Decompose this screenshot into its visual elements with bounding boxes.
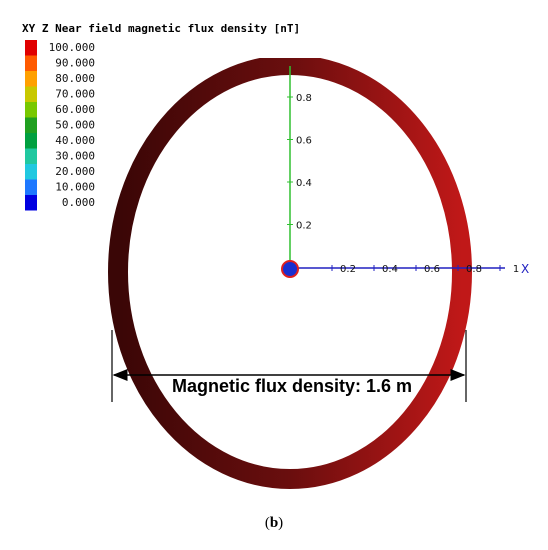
x-axis-name: X (521, 262, 529, 276)
x-tick-label: 0.8 (466, 264, 482, 275)
legend-label: 0.000 (62, 196, 95, 209)
legend-label: 40.000 (55, 134, 95, 147)
ring (108, 58, 472, 489)
legend-label: 100.000 (49, 41, 95, 54)
legend-swatch (25, 133, 37, 149)
x-tick-label: 0.4 (382, 264, 398, 275)
legend-swatch (25, 117, 37, 133)
legend-title: XY Z Near field magnetic flux density [n… (22, 22, 300, 35)
legend-label: 50.000 (55, 119, 95, 132)
legend-label: 20.000 (55, 165, 95, 178)
legend-swatch (25, 195, 37, 211)
legend-swatch (25, 164, 37, 180)
legend-label: 70.000 (55, 88, 95, 101)
legend-label: 30.000 (55, 150, 95, 163)
legend-swatch (25, 86, 37, 102)
annotation: Magnetic flux density: 1.6 m (172, 376, 412, 396)
legend-swatch (25, 148, 37, 164)
legend-label: 90.000 (55, 57, 95, 70)
caption-open: ( (265, 515, 270, 531)
x-tick-label: 0.2 (340, 264, 356, 275)
y-tick-label: 0.2 (296, 221, 312, 232)
legend-label: 60.000 (55, 103, 95, 116)
caption-letter: b (270, 515, 278, 531)
legend-swatch (25, 40, 37, 56)
y-tick-label: 0.6 (296, 136, 312, 147)
legend: 100.000 90.000 80.000 70.000 60.000 50.000 40.… (25, 40, 95, 211)
legend-swatch (25, 179, 37, 195)
legend-swatch (25, 55, 37, 71)
legend-label: 80.000 (55, 72, 95, 85)
y-tick-label: 0.4 (296, 178, 312, 189)
legend-swatch (25, 71, 37, 87)
ring-shape (108, 58, 472, 489)
caption-close: ) (278, 515, 283, 531)
legend-label: 10.000 (55, 181, 95, 194)
legend-swatch (25, 102, 37, 118)
origin-marker (281, 260, 299, 278)
x-tick-label: 0.6 (424, 264, 440, 275)
x-tick-label: 1 (513, 264, 519, 275)
caption: (b) (265, 515, 283, 531)
y-tick-label: 0.8 (296, 93, 312, 104)
ticks: 0.8 0.6 0.4 0.2 0.2 0.4 0.6 0.8 1 X (287, 93, 529, 276)
